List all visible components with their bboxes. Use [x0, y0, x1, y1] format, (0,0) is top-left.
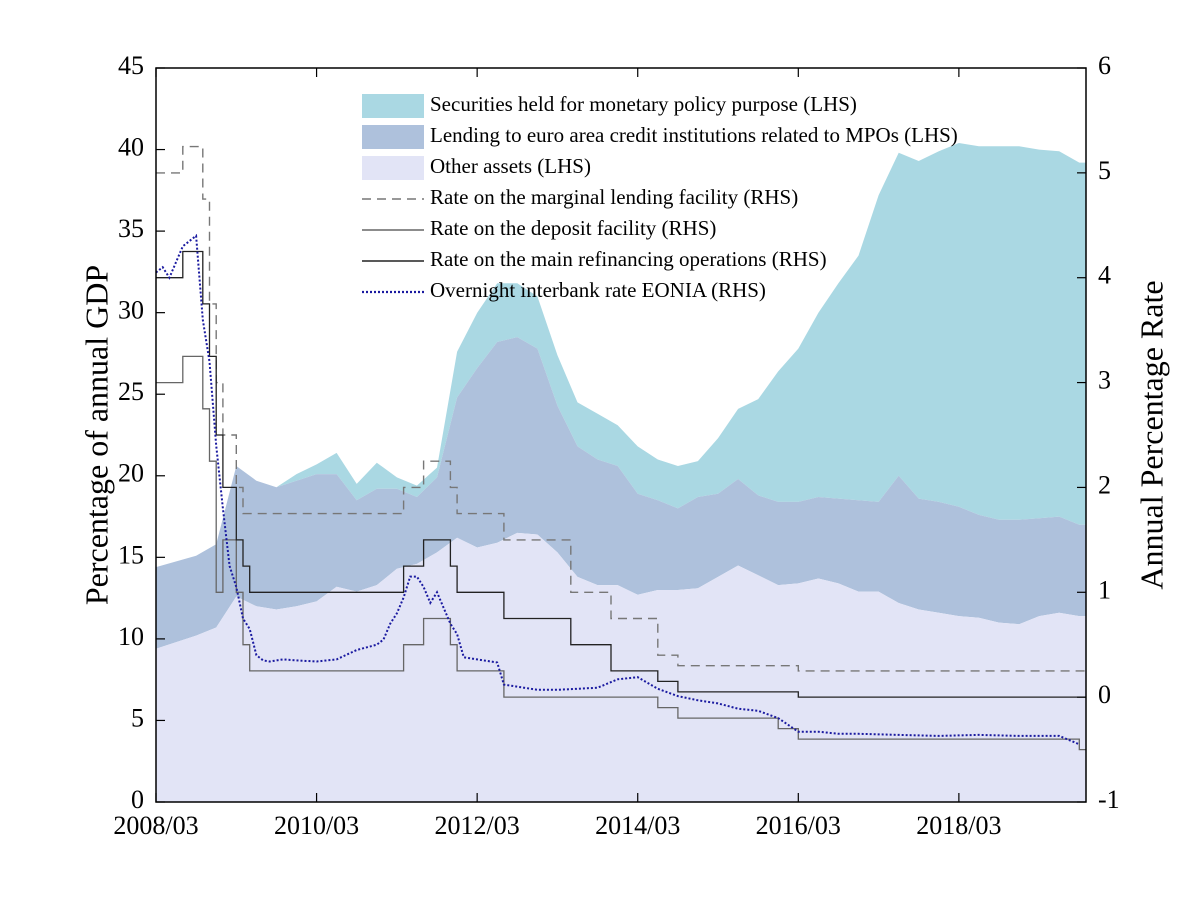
left-tick-label: 20	[118, 459, 144, 488]
left-tick-label: 5	[131, 703, 144, 732]
right-tick-label: -1	[1098, 785, 1120, 814]
stacked-areas	[156, 143, 1086, 802]
legend-label-mro: Rate on the main refinancing operations …	[430, 247, 827, 271]
line-eonia	[155, 233, 1080, 746]
x-tick-label: 2010/03	[274, 811, 359, 840]
left-tick-label: 15	[118, 540, 144, 569]
legend-label-securities: Securities held for monetary policy purp…	[430, 92, 857, 116]
legend-swatch-other	[362, 156, 424, 180]
legend-label-eonia: Overnight interbank rate EONIA (RHS)	[430, 278, 766, 302]
left-tick-label: 25	[118, 377, 144, 406]
plot-frame	[155, 67, 1087, 803]
area-securities	[156, 143, 1086, 568]
legend-swatch-lending	[362, 125, 424, 149]
legend-swatch-securities	[362, 94, 424, 118]
line-mlf	[156, 145, 1086, 672]
right-tick-label: 0	[1098, 680, 1111, 709]
line-deposit	[156, 355, 1086, 751]
left-tick-label: 40	[118, 133, 144, 162]
legend-label-lending: Lending to euro area credit institutions…	[430, 123, 958, 147]
right-tick-label: 6	[1098, 51, 1111, 80]
line-mro	[156, 250, 1086, 698]
area-lending	[156, 337, 1086, 649]
legend-label-mlf: Rate on the marginal lending facility (R…	[430, 185, 798, 209]
right-tick-label: 4	[1098, 261, 1111, 290]
legend-label-other: Other assets (LHS)	[430, 154, 591, 178]
x-tick-label: 2016/03	[756, 811, 841, 840]
left-axis: 0 5 10 15 20 25 30 35 40 45	[118, 51, 165, 814]
legend-label-deposit: Rate on the deposit facility (RHS)	[430, 216, 716, 240]
right-axis-label: Annual Percentage Rate	[1133, 280, 1169, 589]
right-tick-label: 5	[1098, 156, 1111, 185]
x-tick-label: 2012/03	[435, 811, 520, 840]
right-tick-label: 2	[1098, 470, 1111, 499]
right-tick-label: 3	[1098, 366, 1111, 395]
left-tick-label: 0	[131, 785, 144, 814]
x-axis: 2008/03 2010/03 2012/03 2014/03 2016/03 2018/…	[113, 68, 1001, 840]
right-tick-label: 1	[1098, 575, 1111, 604]
area-other	[156, 532, 1086, 802]
right-axis: -1 0 1 2 3 4 5 6	[1077, 51, 1120, 814]
left-tick-label: 30	[118, 296, 144, 325]
x-tick-label: 2008/03	[113, 811, 198, 840]
legend: Securities held for monetary policy purp…	[362, 92, 958, 302]
left-tick-label: 10	[118, 622, 144, 651]
x-tick-label: 2018/03	[916, 811, 1001, 840]
left-tick-label: 45	[118, 51, 144, 80]
x-tick-label: 2014/03	[595, 811, 680, 840]
left-axis-label: Percentage of annual GDP	[78, 265, 114, 605]
rate-lines	[155, 145, 1086, 751]
left-tick-label: 35	[118, 214, 144, 243]
